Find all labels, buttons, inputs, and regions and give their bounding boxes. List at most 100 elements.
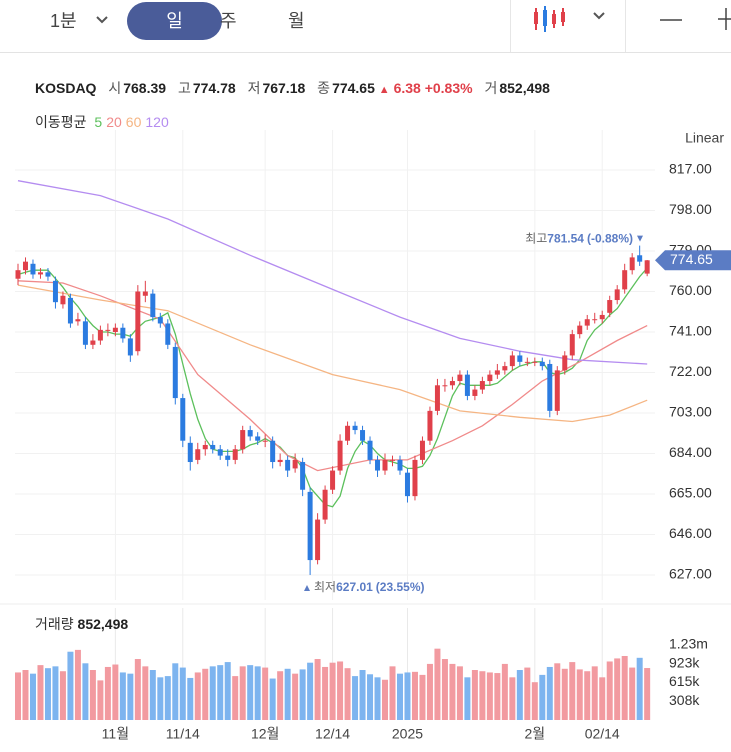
candle-body <box>307 491 313 561</box>
candle-body <box>60 295 66 305</box>
candle-body <box>479 381 485 390</box>
chevron[interactable] <box>95 15 109 25</box>
volume-bar <box>524 667 531 720</box>
candle-body <box>105 329 111 331</box>
candle-body <box>45 272 51 277</box>
max-annotation: 최고781.54 (-0.88%) <box>525 232 633 246</box>
tab-month[interactable]: 월 <box>288 11 305 31</box>
candle-body <box>15 270 21 279</box>
candle-body <box>172 346 178 399</box>
chart-type-icon[interactable] <box>532 4 568 34</box>
volume-bar <box>217 665 224 720</box>
info-label: 종 <box>317 80 331 96</box>
candle-body <box>397 459 403 471</box>
candle-body <box>232 449 238 460</box>
volume-bar <box>134 659 141 720</box>
volume-bar <box>516 670 523 720</box>
volume-bar <box>329 662 336 720</box>
x-tick-label: 02/14 <box>585 726 620 742</box>
candle-body <box>30 263 36 275</box>
candle-body <box>569 334 575 356</box>
candle-body <box>120 327 126 339</box>
candle-body <box>202 444 208 450</box>
volume-bar <box>644 668 651 720</box>
max-marker <box>637 235 643 242</box>
volume-bar <box>209 666 216 720</box>
volume-bar <box>471 670 478 720</box>
volume-bar <box>606 661 613 720</box>
candle-body <box>180 398 186 441</box>
volume-bar <box>97 680 104 720</box>
candle-body <box>90 340 96 345</box>
crosshair-tool[interactable] <box>716 6 731 32</box>
candle-body <box>532 361 538 363</box>
volume-bar <box>247 665 254 720</box>
interval-select[interactable]: 1분 <box>50 11 77 31</box>
candle-body <box>195 449 201 460</box>
volume-bar <box>59 671 66 720</box>
volume-bar <box>337 661 344 720</box>
volume-bar <box>119 672 126 720</box>
chevron[interactable] <box>592 11 606 21</box>
y-tick-label: 615k <box>669 673 700 689</box>
candle-body <box>82 321 88 345</box>
candle-body <box>457 374 463 382</box>
volume-bar <box>636 657 643 720</box>
candle-body <box>330 470 336 490</box>
candle-body <box>592 319 598 321</box>
candle-body <box>187 442 193 463</box>
volume-bar <box>37 665 44 720</box>
y-tick-label: 684.00 <box>669 444 712 460</box>
y-tick-label: 627.00 <box>669 566 712 582</box>
volume-bar <box>464 677 471 720</box>
candle-body <box>360 430 366 441</box>
volume-bar <box>411 671 418 720</box>
legend-entry: 20 <box>106 114 122 130</box>
volume-bar <box>629 667 636 720</box>
info-value: 767.18 <box>262 80 306 96</box>
volume-bar <box>621 655 628 720</box>
x-tick-label: 11/14 <box>166 726 200 742</box>
separator <box>510 0 511 52</box>
volume-bar <box>187 677 194 720</box>
ma-legend: 이동평균 5 20 60 120 <box>35 112 169 132</box>
tab-day[interactable]: 일 <box>127 2 222 40</box>
volume-bar <box>584 671 591 720</box>
volume-bar <box>509 677 516 720</box>
change: 6.38 <box>393 80 421 96</box>
candle-body <box>382 459 388 471</box>
volume-bar <box>172 663 179 720</box>
candle-body <box>517 355 523 362</box>
x-tick-label: 12/14 <box>315 726 350 742</box>
candle-body <box>67 297 73 324</box>
candle-body <box>524 361 530 363</box>
volume-bar <box>614 658 621 720</box>
volume-bar <box>104 666 111 720</box>
symbol: KOSDAQ <box>35 80 97 96</box>
volume-bar <box>404 672 411 720</box>
candle-body <box>285 459 291 471</box>
candle-body <box>629 257 635 271</box>
toolbar: 1분 일 주 월 <box>0 0 731 53</box>
y-tick-label: 308k <box>669 692 700 708</box>
volume-bar <box>307 662 314 720</box>
info-value: 768.39 <box>123 80 167 96</box>
line-tool[interactable] <box>658 10 684 30</box>
min-marker <box>304 584 310 591</box>
candle-body <box>352 425 358 431</box>
candle-body <box>622 270 628 290</box>
volume-bar <box>149 670 156 720</box>
candle-body <box>434 385 440 411</box>
volume-bar <box>164 676 171 720</box>
tab-week[interactable]: 주 <box>220 11 237 31</box>
y-tick-label: 646.00 <box>669 525 712 541</box>
y-tick-label: 798.00 <box>669 201 712 217</box>
candle-body <box>644 260 650 274</box>
price-tag <box>655 250 731 271</box>
change-arrow: ▲ <box>378 84 390 96</box>
x-tick-label: 2월 <box>524 726 545 742</box>
candle-body <box>494 370 500 375</box>
y-tick-label: 741.00 <box>669 323 712 339</box>
scale-label: Linear <box>685 130 724 146</box>
